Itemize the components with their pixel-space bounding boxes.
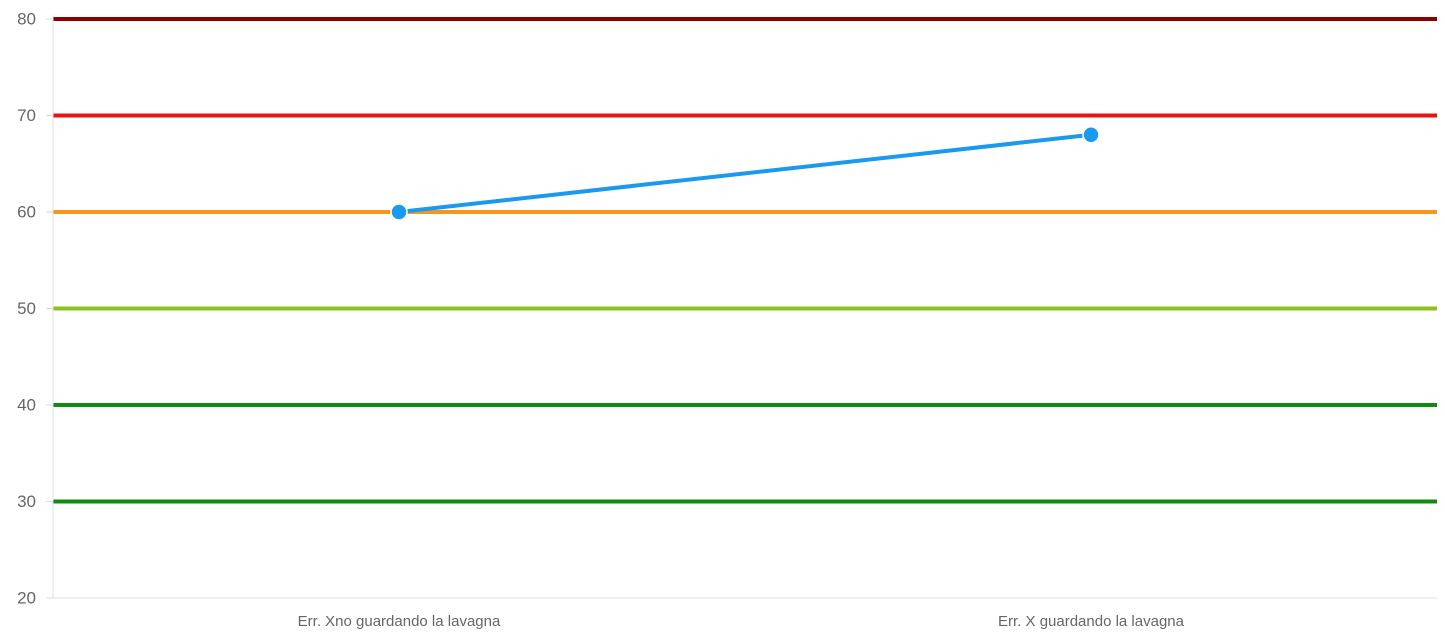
x-tick-label: Err. X guardando la lavagna xyxy=(998,613,1185,630)
y-tick-label: 50 xyxy=(17,299,36,318)
y-tick-label: 60 xyxy=(17,203,36,222)
y-tick-label: 70 xyxy=(17,106,36,125)
reference-lines xyxy=(53,17,1437,504)
y-tick-label: 20 xyxy=(17,589,36,608)
y-axis-ticks: 20 30 40 50 60 70 80 xyxy=(17,10,53,608)
y-tick-label: 80 xyxy=(17,10,36,29)
data-point[interactable] xyxy=(390,203,408,221)
series-line xyxy=(398,132,1092,214)
x-tick-label: Err. Xno guardando la lavagna xyxy=(298,613,501,630)
y-tick-label: 40 xyxy=(17,396,36,415)
series-layer xyxy=(390,126,1100,221)
y-tick-label: 30 xyxy=(17,492,36,511)
axes xyxy=(52,15,1437,599)
data-point[interactable] xyxy=(1082,126,1100,144)
x-axis-ticks: Err. Xno guardando la lavagna Err. X guar… xyxy=(298,613,1185,630)
